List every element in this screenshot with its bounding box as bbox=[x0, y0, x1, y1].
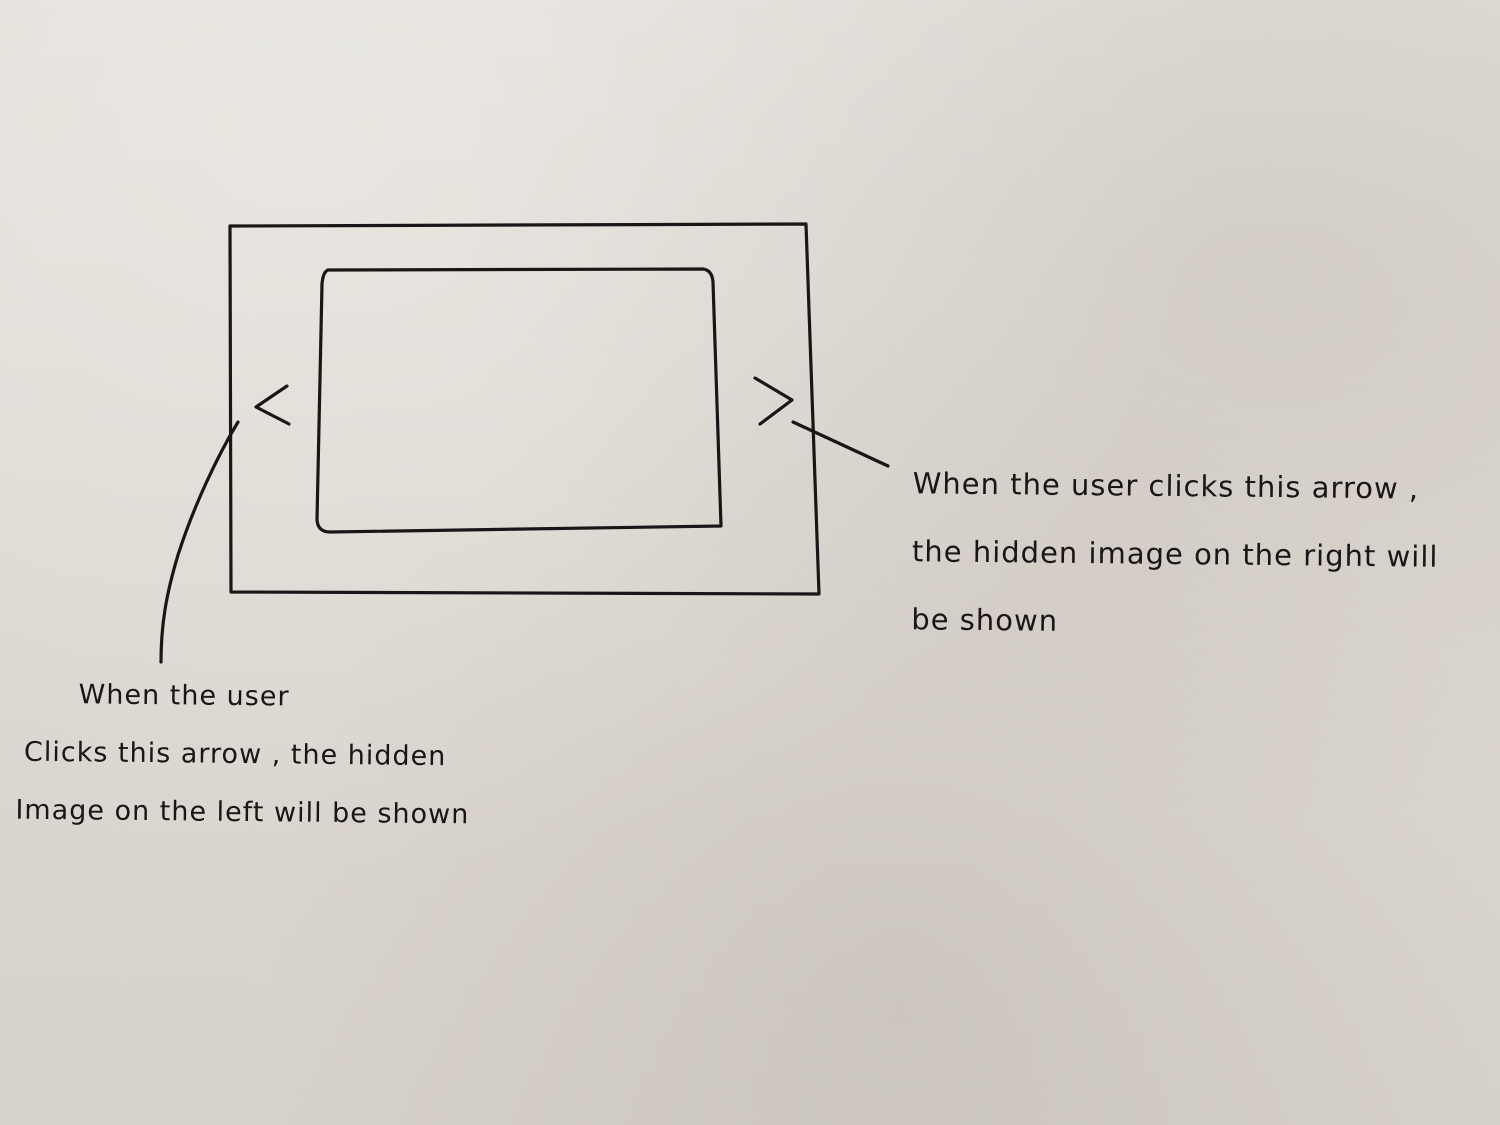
left-arrow-chevron[interactable] bbox=[254, 384, 291, 426]
right-arrow-annotation: When the user clicks this arrow , the hi… bbox=[911, 449, 1440, 659]
left-callout-line bbox=[159, 420, 240, 664]
annotation-line: be shown bbox=[911, 602, 1059, 638]
annotation-line: When the user bbox=[78, 679, 290, 713]
annotation-line: Clicks this arrow , the hidden bbox=[23, 736, 447, 773]
annotation-line: Image on the left will be shown bbox=[15, 794, 470, 831]
annotation-line: When the user clicks this arrow , bbox=[912, 466, 1420, 506]
left-arrow-annotation: When the user Clicks this arrow , the hi… bbox=[15, 666, 471, 845]
inner-image-frame bbox=[315, 267, 723, 534]
right-callout-line bbox=[791, 420, 890, 468]
right-arrow-chevron[interactable] bbox=[753, 376, 794, 426]
annotation-line: the hidden image on the right will bbox=[911, 534, 1439, 574]
outer-frame bbox=[228, 222, 821, 596]
